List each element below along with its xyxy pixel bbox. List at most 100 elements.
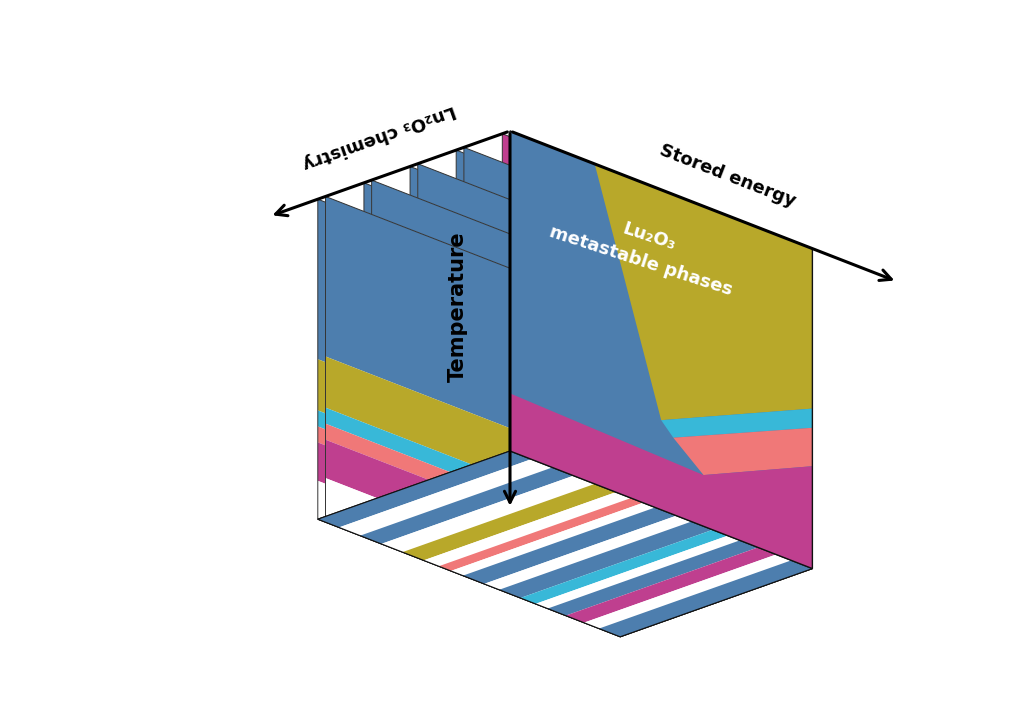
- Polygon shape: [326, 424, 628, 557]
- Polygon shape: [510, 438, 813, 569]
- Polygon shape: [364, 407, 666, 579]
- Polygon shape: [317, 516, 477, 578]
- Polygon shape: [418, 442, 720, 576]
- Polygon shape: [364, 500, 674, 621]
- Polygon shape: [464, 419, 766, 553]
- Polygon shape: [520, 530, 728, 604]
- Polygon shape: [456, 150, 759, 306]
- Polygon shape: [410, 483, 503, 520]
- Polygon shape: [503, 412, 804, 546]
- Polygon shape: [548, 540, 758, 616]
- Polygon shape: [621, 566, 680, 589]
- Polygon shape: [510, 393, 813, 527]
- Polygon shape: [410, 483, 720, 604]
- Polygon shape: [456, 467, 500, 484]
- Polygon shape: [576, 582, 635, 605]
- Polygon shape: [503, 134, 804, 514]
- Polygon shape: [317, 516, 628, 637]
- Polygon shape: [410, 461, 712, 604]
- Polygon shape: [456, 304, 759, 444]
- Polygon shape: [604, 559, 630, 569]
- Polygon shape: [545, 571, 568, 579]
- Polygon shape: [479, 545, 553, 573]
- Polygon shape: [620, 409, 813, 528]
- Polygon shape: [620, 460, 813, 544]
- Polygon shape: [622, 532, 651, 543]
- Polygon shape: [456, 188, 759, 422]
- Polygon shape: [418, 164, 720, 371]
- Polygon shape: [317, 451, 813, 637]
- Polygon shape: [510, 131, 616, 329]
- Polygon shape: [673, 428, 813, 475]
- Polygon shape: [503, 134, 804, 572]
- Polygon shape: [371, 180, 674, 618]
- Polygon shape: [673, 586, 696, 594]
- Polygon shape: [566, 547, 777, 623]
- Polygon shape: [418, 164, 720, 602]
- Polygon shape: [464, 147, 766, 585]
- Polygon shape: [410, 166, 712, 604]
- Polygon shape: [492, 481, 609, 527]
- Text: Stored energy: Stored energy: [657, 141, 798, 210]
- Polygon shape: [326, 407, 628, 541]
- Polygon shape: [364, 391, 666, 525]
- Polygon shape: [584, 620, 628, 637]
- Polygon shape: [418, 458, 720, 602]
- Polygon shape: [503, 451, 758, 550]
- Polygon shape: [326, 478, 628, 634]
- Polygon shape: [317, 410, 620, 544]
- Polygon shape: [464, 324, 766, 464]
- Polygon shape: [418, 368, 720, 506]
- Polygon shape: [464, 147, 766, 304]
- Polygon shape: [410, 390, 712, 562]
- Polygon shape: [364, 461, 666, 595]
- Polygon shape: [585, 552, 611, 562]
- Polygon shape: [751, 547, 773, 556]
- Polygon shape: [510, 393, 813, 569]
- Polygon shape: [364, 477, 666, 621]
- Polygon shape: [595, 164, 813, 420]
- Polygon shape: [689, 592, 720, 604]
- Polygon shape: [317, 359, 620, 528]
- Polygon shape: [620, 530, 813, 637]
- Polygon shape: [326, 439, 628, 596]
- Polygon shape: [317, 451, 531, 528]
- Polygon shape: [602, 524, 630, 535]
- Polygon shape: [371, 459, 674, 592]
- Polygon shape: [371, 180, 674, 419]
- Polygon shape: [503, 396, 804, 530]
- Polygon shape: [317, 481, 620, 637]
- Polygon shape: [456, 438, 759, 588]
- Polygon shape: [326, 196, 628, 474]
- Polygon shape: [510, 131, 813, 569]
- Polygon shape: [382, 476, 595, 552]
- Polygon shape: [317, 442, 620, 599]
- Polygon shape: [371, 372, 674, 506]
- Polygon shape: [599, 560, 813, 637]
- Polygon shape: [620, 492, 813, 599]
- Polygon shape: [484, 515, 692, 589]
- Polygon shape: [326, 356, 628, 525]
- Polygon shape: [317, 427, 620, 560]
- Polygon shape: [499, 522, 712, 598]
- Polygon shape: [317, 199, 620, 637]
- Polygon shape: [364, 183, 666, 422]
- Polygon shape: [418, 253, 720, 467]
- Polygon shape: [463, 508, 676, 584]
- Polygon shape: [510, 131, 813, 569]
- Polygon shape: [456, 150, 759, 588]
- Polygon shape: [371, 301, 674, 490]
- Polygon shape: [418, 387, 720, 560]
- Polygon shape: [339, 459, 552, 535]
- Polygon shape: [533, 600, 555, 609]
- Polygon shape: [510, 410, 813, 543]
- Polygon shape: [456, 326, 759, 466]
- Polygon shape: [410, 445, 712, 579]
- Polygon shape: [371, 474, 674, 618]
- Polygon shape: [793, 564, 813, 572]
- Polygon shape: [364, 183, 666, 621]
- Text: Ln₂O₃ chemistry: Ln₂O₃ chemistry: [300, 101, 458, 172]
- Polygon shape: [410, 256, 712, 470]
- Polygon shape: [560, 577, 583, 585]
- Polygon shape: [503, 451, 813, 572]
